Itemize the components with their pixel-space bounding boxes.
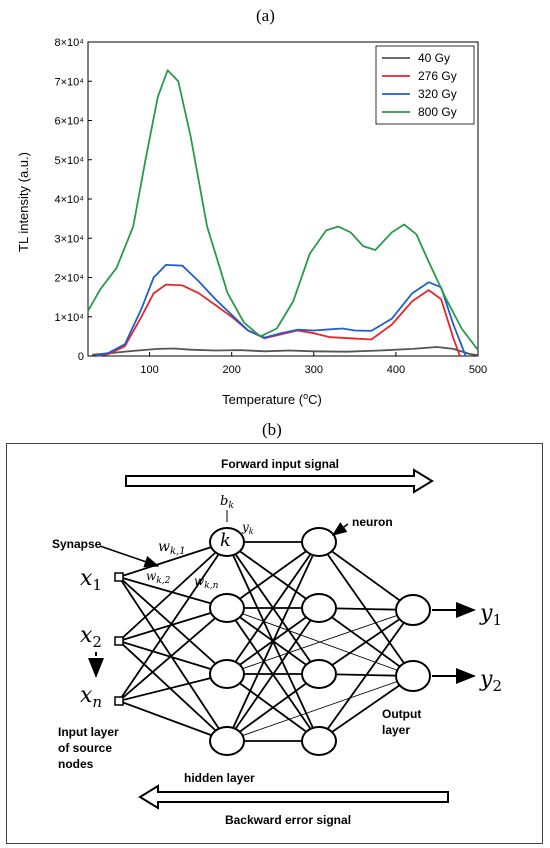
y-tick-label: 1×10⁴ — [54, 312, 84, 324]
input-label-xn: xn — [80, 683, 102, 711]
connection — [318, 541, 414, 611]
legend — [375, 45, 475, 125]
series-line-320-gy — [95, 264, 467, 357]
connection — [226, 541, 320, 609]
neuron-pointer — [331, 522, 349, 536]
y-tick-label: 5×10⁴ — [54, 155, 84, 167]
panel-a-label: (a) — [256, 6, 275, 25]
yk-label: yk — [241, 520, 254, 536]
input-layer-label-3: nodes — [58, 757, 94, 771]
x-tick-label: 400 — [387, 364, 405, 376]
x-tick-label: 200 — [223, 364, 241, 376]
connection — [118, 576, 228, 742]
y-tick-label: 8×10⁴ — [54, 37, 84, 49]
output-layer-label: Output — [382, 707, 421, 721]
y-axis-label: TL intensity (a.u.) — [16, 152, 31, 252]
legend-label: 276 Gy — [418, 69, 457, 83]
legend-label: 800 Gy — [418, 105, 457, 119]
legend-label: 320 Gy — [418, 87, 457, 101]
connection — [318, 675, 414, 742]
x-tick-label: 500 — [469, 364, 487, 376]
tl-chart: 0 1×10⁴ 2×10⁴ 3×10⁴ 4×10⁴ 5×10⁴ 6×10⁴ 7×10⁴ 8×10… — [16, 37, 487, 407]
connection — [318, 609, 414, 742]
connection — [118, 607, 228, 702]
output-neuron-1 — [395, 594, 431, 626]
x-tick-label: 300 — [305, 364, 323, 376]
input-layer-label: Input layer — [58, 725, 119, 739]
y-tick-label: 4×10⁴ — [54, 194, 84, 206]
forward-signal-label: Forward input signal — [221, 457, 339, 471]
synapse-pointer — [99, 545, 160, 568]
neural-network-figure — [6, 443, 543, 844]
forward-arrow — [125, 468, 434, 494]
hidden1-neuron-2 — [209, 593, 245, 623]
input-node-1 — [114, 572, 124, 582]
input-label-x1: x1 — [80, 566, 102, 594]
weight-label-kn: wk,n — [194, 574, 219, 591]
connection — [118, 673, 228, 702]
x-axis-label: Temperature (oC) — [222, 391, 322, 407]
input-layer-label-2: of source — [58, 741, 112, 755]
connection — [118, 576, 228, 675]
connection — [226, 675, 414, 742]
connection — [226, 609, 414, 675]
connection — [226, 541, 320, 675]
connection — [118, 541, 228, 642]
input-node-3 — [114, 696, 124, 706]
hidden2-neuron-3 — [301, 659, 337, 689]
series-line-276-gy — [96, 283, 461, 357]
bias-label: bk — [220, 494, 234, 511]
weight-label-k2: wk,2 — [146, 569, 171, 586]
output-label-y2: y2 — [479, 667, 502, 695]
connection — [226, 541, 320, 742]
output-neuron-2 — [395, 660, 431, 692]
synapse-label: Synapse — [52, 537, 102, 551]
hidden2-neuron-4 — [301, 726, 337, 756]
connection — [118, 700, 228, 742]
connection — [226, 673, 320, 742]
y-tick-label: 0 — [78, 351, 84, 363]
backward-arrow — [138, 784, 449, 810]
y-tick-label: 6×10⁴ — [54, 116, 84, 128]
connection — [118, 640, 228, 675]
input-node-2 — [114, 636, 124, 646]
output-label-y1: y1 — [479, 601, 502, 629]
k-label: k — [220, 530, 231, 551]
y-tick-label: 3×10⁴ — [54, 233, 84, 245]
connection — [118, 541, 228, 702]
connection — [118, 541, 228, 578]
connection — [118, 607, 228, 642]
weight-label-k1: wk,1 — [158, 539, 186, 557]
connection — [118, 640, 228, 742]
series-line-40-gy — [92, 346, 479, 357]
x-tick-label: 100 — [140, 364, 158, 376]
hidden1-neuron-3 — [209, 659, 245, 689]
output-layer-label-2: layer — [382, 723, 410, 737]
neuron-label: neuron — [352, 515, 393, 529]
panel-b-label: (b) — [262, 420, 282, 439]
y-tick-label: 2×10⁴ — [54, 273, 84, 285]
legend-label: 40 Gy — [418, 51, 450, 65]
hidden1-neuron-1 — [209, 527, 245, 557]
hidden2-neuron-2 — [301, 593, 337, 623]
series-line-800-gy — [87, 69, 479, 351]
network-connections — [118, 541, 414, 742]
hidden1-neuron-4 — [209, 726, 245, 756]
input-label-x2: x2 — [80, 623, 102, 651]
connection — [226, 607, 320, 742]
hidden-layer-label: hidden layer — [184, 771, 255, 785]
backward-signal-label: Backward error signal — [225, 813, 351, 827]
connection — [318, 609, 414, 675]
hidden2-neuron-1 — [301, 527, 337, 557]
y-tick-label: 7×10⁴ — [54, 76, 84, 88]
